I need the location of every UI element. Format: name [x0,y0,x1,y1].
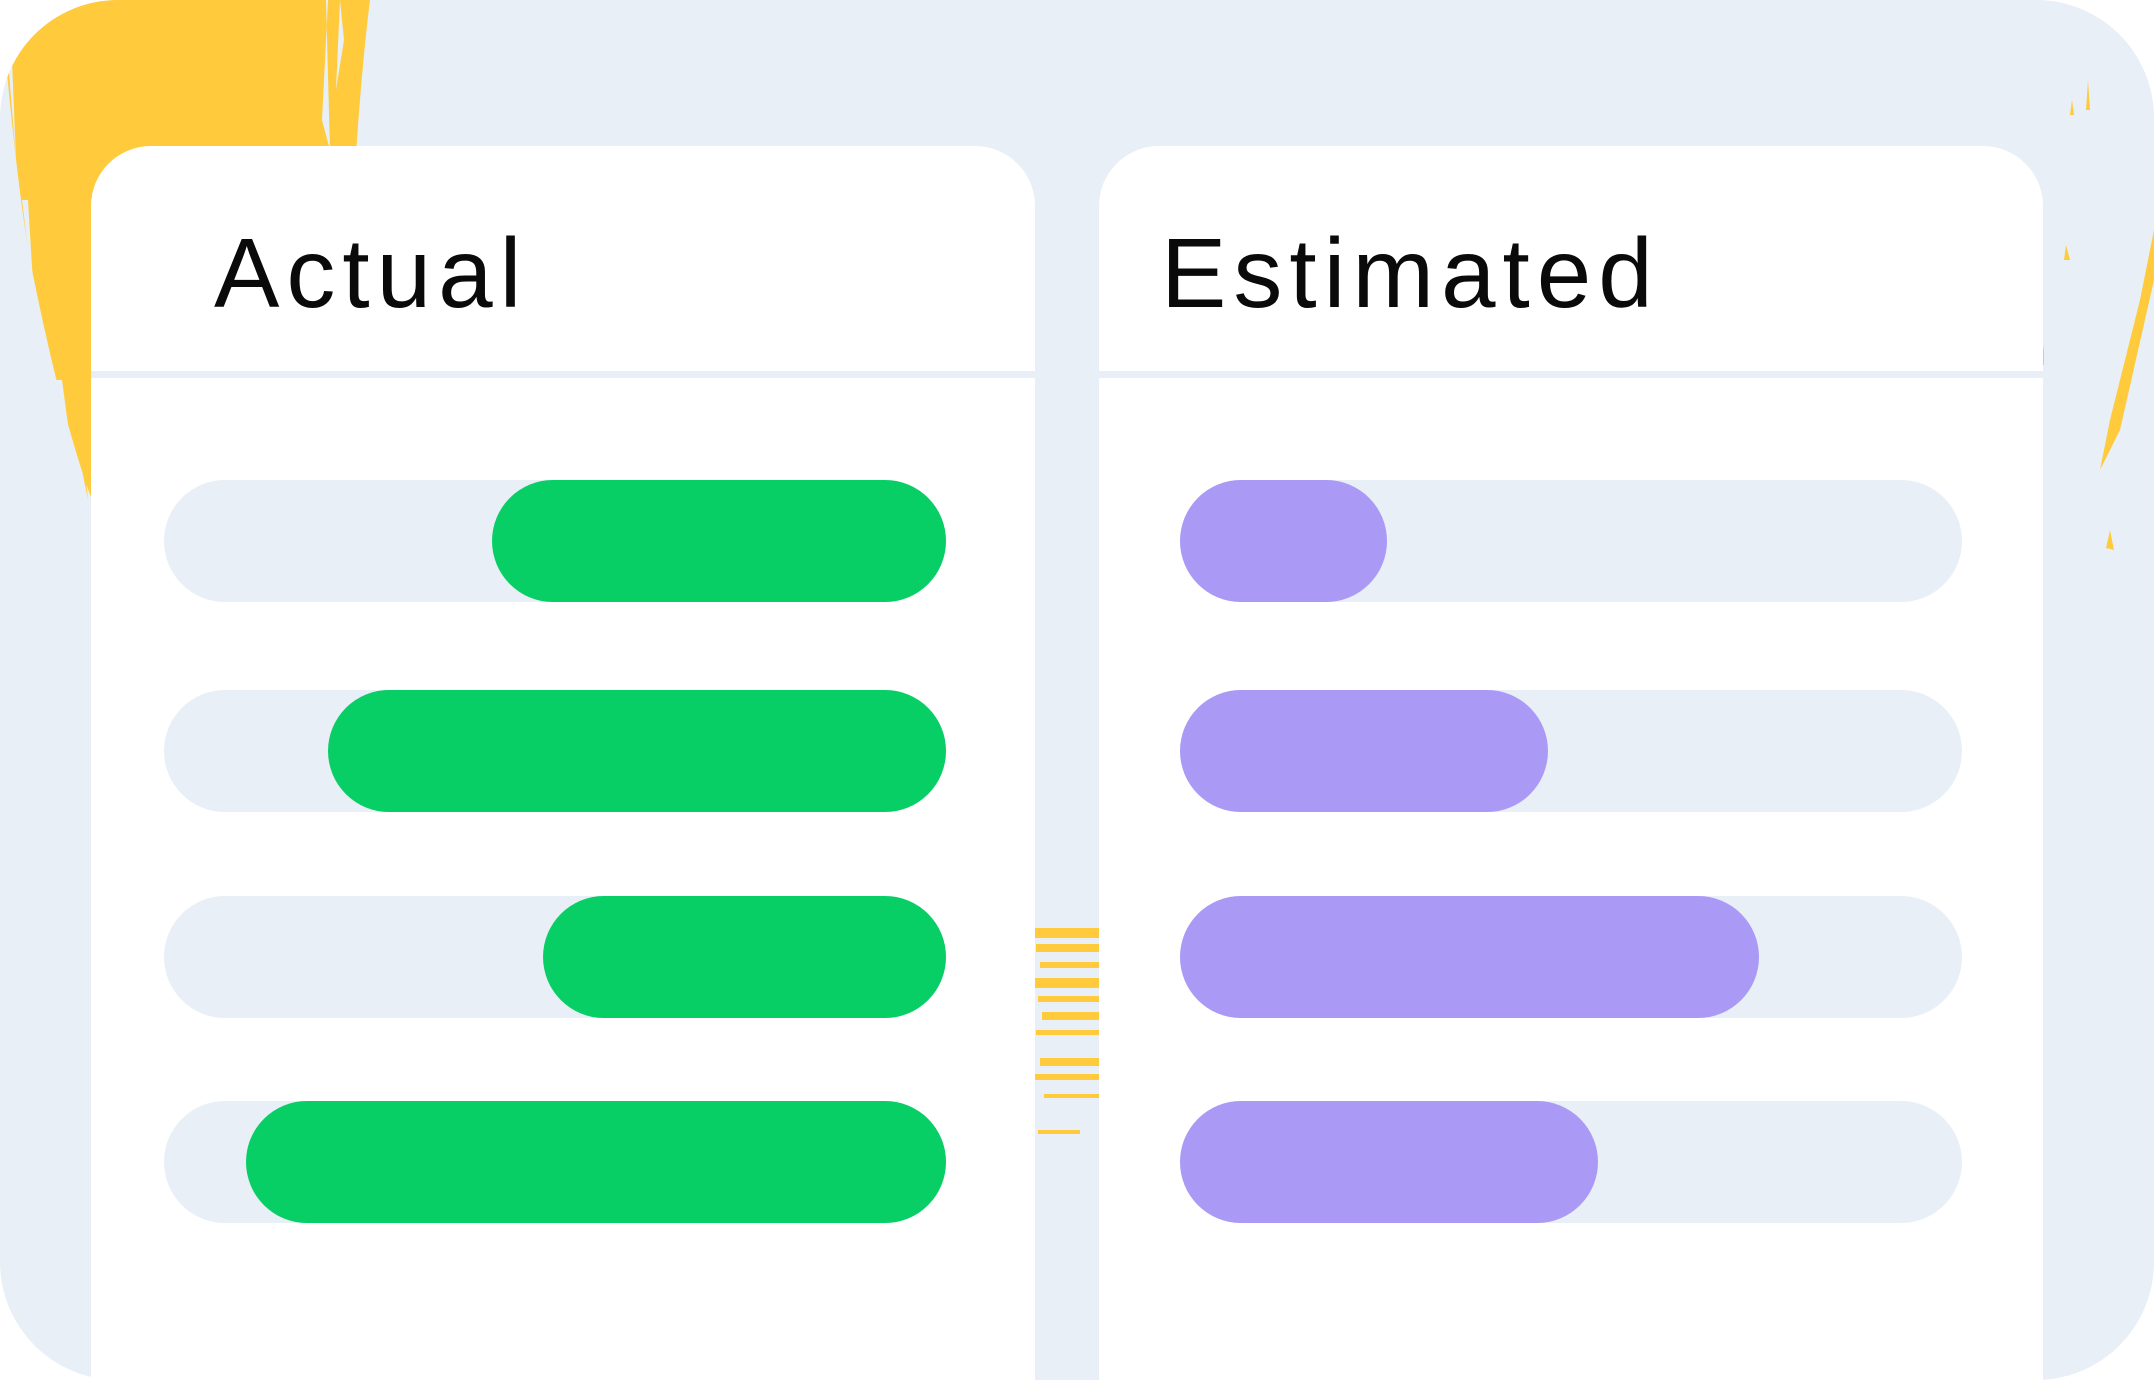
estimated-bar-track-2 [1180,690,1962,812]
estimated-bar-fill-4 [1180,1101,1598,1223]
actual-card-header: Actual [91,146,1035,372]
actual-bar-fill-4 [246,1101,946,1223]
actual-card: Actual [91,146,1035,1380]
estimated-card: Estimated [1099,146,2043,1380]
estimated-bar-track-1 [1180,480,1962,602]
estimated-bar-fill-2 [1180,690,1548,812]
actual-bar-track-2 [164,690,946,812]
estimated-divider [1099,371,2043,378]
actual-bar-track-4 [164,1101,946,1223]
estimated-bar-fill-1 [1180,480,1387,602]
actual-divider [91,371,1035,378]
estimated-bar-track-3 [1180,896,1962,1018]
actual-title: Actual [214,218,529,328]
actual-bar-track-1 [164,480,946,602]
estimated-title: Estimated [1161,218,1660,328]
actual-bar-fill-2 [328,690,946,812]
actual-bar-track-3 [164,896,946,1018]
actual-bar-fill-3 [543,896,946,1018]
estimated-bar-track-4 [1180,1101,1962,1223]
estimated-bar-fill-3 [1180,896,1759,1018]
estimated-card-header: Estimated [1099,146,2043,372]
actual-bar-fill-1 [492,480,946,602]
